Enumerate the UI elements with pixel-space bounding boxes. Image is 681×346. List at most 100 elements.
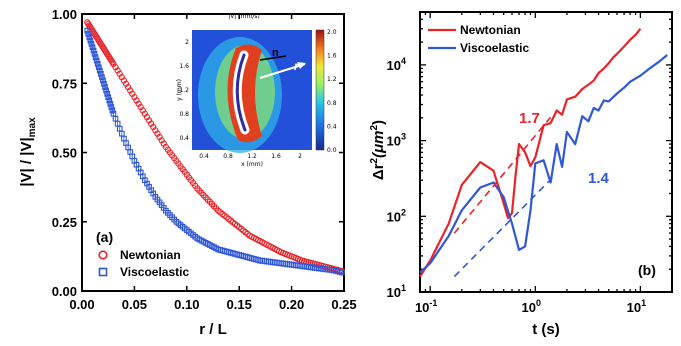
data-point-viscoelastic xyxy=(87,37,94,44)
inset-n-annotation: n xyxy=(272,47,279,59)
data-point-viscoelastic xyxy=(94,61,101,67)
legend-newtonian-text: Newtonian xyxy=(460,23,521,37)
inset-title: |V| (mm/s) xyxy=(228,13,260,20)
inset-bacterium-core xyxy=(235,53,247,132)
panel-a-x-tick-labels: 0.00 0.05 0.10 0.15 0.20 0.25 xyxy=(69,297,356,312)
data-point-viscoelastic xyxy=(93,57,100,64)
legend-newtonian-marker xyxy=(98,250,108,260)
panel-b-x-axis-label: t (s) xyxy=(532,321,560,338)
panel-b-y-tick-labels: 101 102 103 104 xyxy=(387,56,406,300)
inset-colorbar-tick-labels: 2.0 1.6 1.2 0.8 0.4 0.0 xyxy=(327,29,337,154)
inset-x-tick-label: 0.8 xyxy=(223,153,233,160)
data-point-viscoelastic xyxy=(104,90,111,97)
inset-x-tick-label: 1.6 xyxy=(271,153,281,160)
inset-colorbar-tick-label: 1.2 xyxy=(327,76,337,83)
inset-y-tick-label: 0.4 xyxy=(179,135,189,142)
data-point-viscoelastic xyxy=(92,54,99,61)
data-point-viscoelastic xyxy=(96,67,103,74)
slope-guide-line xyxy=(453,116,552,234)
panel-b-frame xyxy=(419,11,673,293)
data-point-viscoelastic xyxy=(101,80,107,87)
panel-b-x-tick-labels: 10-1 100 101 xyxy=(415,298,646,315)
data-point-viscoelastic xyxy=(108,104,115,110)
panel-b-legend: Newtonian Viscoelastic xyxy=(428,23,529,55)
panel-a-label: (a) xyxy=(96,229,113,245)
series-line-newtonian xyxy=(419,28,642,278)
data-point-viscoelastic xyxy=(105,94,112,100)
data-point-viscoelastic xyxy=(89,44,96,51)
panel-b-x-tick-label: 10-1 xyxy=(415,298,437,315)
panel-a: 0.00 0.05 0.10 0.15 0.20 0.25 0.00 0.25 0.50 0.7… xyxy=(18,7,357,338)
panel-a-x-tick-label: 0.15 xyxy=(227,297,252,312)
inset-colorbar-tick-label: 0.8 xyxy=(327,100,337,107)
panel-a-series xyxy=(84,19,346,276)
inset-x-label: x (mm) xyxy=(241,161,263,168)
data-point-viscoelastic xyxy=(90,47,97,54)
panel-a-x-tick-label: 0.20 xyxy=(279,297,304,312)
inset-y-tick-label: 1.6 xyxy=(179,63,189,70)
legend-viscoelastic-marker xyxy=(98,267,108,277)
legend-viscoelastic-text: Viscoelastic xyxy=(460,41,529,55)
data-point-viscoelastic xyxy=(98,70,104,77)
inset-n-arrow xyxy=(259,55,287,61)
data-point-viscoelastic xyxy=(107,100,114,107)
inset-x-tick-labels: 0.4 0.8 1.2 1.6 2 xyxy=(199,153,302,160)
data-point-viscoelastic xyxy=(99,74,105,81)
panel-a-x-tick-label: 0.05 xyxy=(122,297,147,312)
inset-y-tick-label: 0.8 xyxy=(179,111,189,118)
legend-viscoelastic-label: Viscoelastic xyxy=(120,265,189,279)
panel-b-y-tick-label: 102 xyxy=(387,207,406,224)
panel-a-x-tick-label: 0.10 xyxy=(174,297,199,312)
data-point-viscoelastic xyxy=(102,84,108,90)
panel-b-y-axis-label: Δr2(μm2) xyxy=(369,120,387,180)
inset-r-arrowhead xyxy=(297,62,306,69)
panel-a-x-tick-label: 0.00 xyxy=(69,297,94,312)
data-point-viscoelastic xyxy=(100,77,106,84)
slope-annotation-viscoelastic: 1.4 xyxy=(588,170,610,187)
inset-x-tick-label: 1.2 xyxy=(247,153,257,160)
panel-a-ticks xyxy=(81,13,345,292)
inset-colorbar-tick-label: 2.0 xyxy=(327,29,337,36)
panel-a-y-axis-label: |V| / |V|max xyxy=(18,117,38,187)
inset-y-tick-label: 1.2 xyxy=(179,87,189,94)
panel-b: 10-1 100 101 101 102 103 104 t (s) Δr2(μm2) N… xyxy=(369,11,673,338)
panel-a-y-tick-label: 0.25 xyxy=(52,215,77,230)
panel-b-label: (b) xyxy=(638,262,656,278)
panel-b-x-tick-label: 101 xyxy=(627,298,646,315)
inset-r-annotation: r xyxy=(294,59,300,73)
inset-velocity-field: |V| (mm/s) n r 0.4 0.8 1.2 1.6 2 0.4 0.8 1.2 1.… xyxy=(176,13,337,168)
slope-guide-line xyxy=(453,175,555,278)
data-point-viscoelastic xyxy=(91,51,98,57)
inset-r-arrow xyxy=(259,63,306,79)
inset-y-label: y (mm) xyxy=(176,79,183,101)
panel-a-y-tick-label: 0.00 xyxy=(52,284,77,299)
panel-a-x-axis-label: r / L xyxy=(199,321,227,338)
panel-b-x-tick-label: 100 xyxy=(522,298,541,315)
panel-b-y-tick-label: 103 xyxy=(387,132,406,149)
panel-a-y-tick-label: 0.75 xyxy=(52,76,77,91)
panel-b-series xyxy=(419,28,668,278)
data-point-viscoelastic xyxy=(88,41,95,47)
inset-x-tick-label: 2 xyxy=(298,153,302,160)
data-point-viscoelastic xyxy=(86,34,93,41)
inset-colorbar-tick-label: 1.6 xyxy=(327,53,337,60)
inset-colorbar xyxy=(315,29,325,151)
data-point-viscoelastic xyxy=(339,269,345,276)
panel-a-legend: Newtonian Viscoelastic xyxy=(98,248,189,279)
panel-a-x-tick-label: 0.25 xyxy=(331,297,356,312)
data-point-viscoelastic xyxy=(85,31,92,37)
panel-b-ticks xyxy=(419,11,673,293)
data-point-viscoelastic xyxy=(106,97,113,104)
data-point-viscoelastic xyxy=(84,27,91,34)
inset-colorbar-tick-label: 0.0 xyxy=(327,147,337,154)
slope-annotation-newtonian: 1.7 xyxy=(519,110,540,127)
panel-a-y-tick-labels: 0.00 0.25 0.50 0.75 1.00 xyxy=(52,7,77,299)
series-viscoelastic xyxy=(84,27,345,276)
panel-a-y-tick-label: 0.50 xyxy=(52,146,77,161)
panel-a-y-tick-label: 1.00 xyxy=(52,7,77,22)
panel-b-y-tick-label: 104 xyxy=(387,56,406,73)
inset-y-tick-labels: 0.4 0.8 1.2 1.6 2 xyxy=(179,39,189,142)
inset-x-tick-label: 0.4 xyxy=(199,153,209,160)
inset-colorbar-tick-label: 0.4 xyxy=(327,123,337,130)
